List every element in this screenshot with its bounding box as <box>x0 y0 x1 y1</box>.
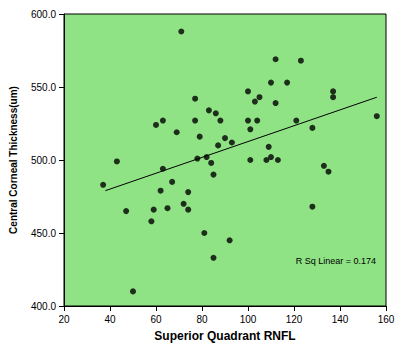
svg-text:550.0: 550.0 <box>31 82 56 93</box>
svg-text:Central Corneal Thickness(um): Central Corneal Thickness(um) <box>8 86 19 234</box>
svg-text:500.0: 500.0 <box>31 155 56 166</box>
svg-text:450.0: 450.0 <box>31 228 56 239</box>
svg-text:400.0: 400.0 <box>31 301 56 312</box>
svg-text:80: 80 <box>196 314 208 325</box>
svg-text:600.0: 600.0 <box>31 9 56 20</box>
svg-text:20: 20 <box>58 314 70 325</box>
svg-text:140: 140 <box>332 314 349 325</box>
svg-text:160: 160 <box>378 314 395 325</box>
svg-text:120: 120 <box>286 314 303 325</box>
svg-text:40: 40 <box>104 314 116 325</box>
svg-text:100: 100 <box>240 314 257 325</box>
svg-text:60: 60 <box>150 314 162 325</box>
svg-text:Superior Quadrant RNFL: Superior Quadrant RNFL <box>154 329 295 343</box>
svg-text:R Sq Linear = 0.174: R Sq Linear = 0.174 <box>296 256 376 266</box>
